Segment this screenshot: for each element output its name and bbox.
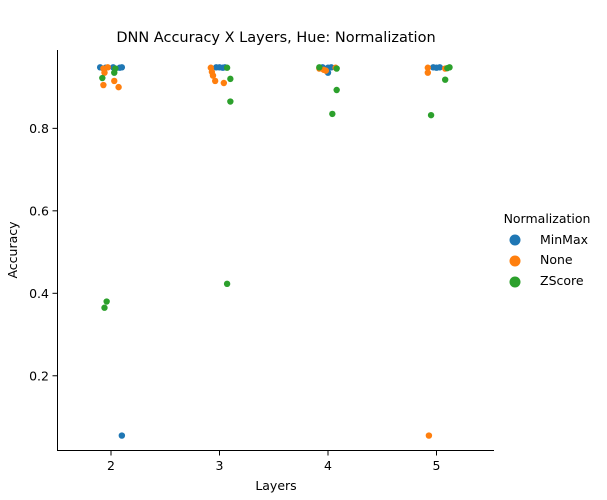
legend-label-none: None: [540, 252, 573, 267]
point-zscore-14: [444, 64, 451, 72]
legend-entry-zscore: ZScore: [509, 273, 584, 288]
legend-entry-none: None: [509, 252, 573, 267]
point-zscore-6: [227, 75, 234, 83]
point-zscore-1: [111, 69, 118, 76]
legend-marker-zscore: [509, 276, 521, 288]
point-none-18: [425, 432, 433, 439]
point-none-4: [111, 77, 118, 85]
point-none-8: [209, 72, 217, 79]
legend-marker-none: [509, 255, 521, 267]
point-none-15: [424, 64, 432, 71]
legend-marker-minmax: [509, 234, 521, 246]
point-minmax-5: [118, 432, 126, 439]
point-none-13: [322, 67, 330, 74]
point-zscore-2: [99, 74, 106, 82]
x-tick-label-3: 3: [216, 458, 224, 473]
x-axis-label: Layers: [255, 478, 296, 493]
point-none-5: [115, 83, 122, 91]
point-zscore-7: [227, 98, 234, 105]
legend-title: Normalization: [504, 211, 591, 226]
point-zscore-3: [103, 298, 110, 305]
legend-entry-minmax: MinMax: [509, 232, 588, 247]
plot-area: 2 3 4 5 0.2 0.4 0.6 0.8: [29, 50, 494, 473]
data-points: [96, 64, 453, 439]
y-ticks: 0.2 0.4 0.6 0.8: [29, 121, 58, 383]
y-tick-label-0.2: 0.2: [29, 368, 49, 383]
chart-title: DNN Accuracy X Layers, Hue: Normalizatio…: [116, 30, 435, 46]
point-zscore-4: [101, 304, 108, 311]
point-zscore-9: [316, 64, 323, 71]
y-tick-label-0.8: 0.8: [29, 121, 49, 136]
x-tick-label-5: 5: [433, 458, 441, 473]
point-zscore-5: [223, 64, 231, 71]
legend-label-minmax: MinMax: [540, 232, 588, 247]
point-zscore-10: [333, 65, 340, 72]
point-none-2: [100, 81, 107, 89]
point-none-10: [220, 79, 228, 87]
y-axis-label: Accuracy: [5, 221, 20, 279]
x-tick-label-2: 2: [107, 458, 115, 473]
point-none-9: [211, 77, 219, 85]
point-none-3: [104, 64, 111, 71]
point-zscore-8: [223, 280, 231, 288]
x-tick-label-4: 4: [324, 458, 332, 473]
y-tick-label-0.6: 0.6: [29, 203, 49, 218]
point-minmax-16: [436, 64, 443, 71]
point-none-1: [101, 69, 108, 76]
point-minmax-4: [118, 64, 126, 71]
point-zscore-11: [333, 86, 340, 94]
point-zscore-12: [329, 110, 336, 118]
point-zscore-15: [441, 76, 449, 83]
y-tick-label-0.4: 0.4: [29, 286, 49, 301]
point-none-16: [424, 69, 432, 76]
point-zscore-16: [427, 111, 435, 119]
legend: Normalization MinMax None ZScore: [504, 211, 591, 288]
legend-label-zscore: ZScore: [540, 273, 584, 288]
x-ticks: 2 3 4 5: [107, 450, 441, 473]
